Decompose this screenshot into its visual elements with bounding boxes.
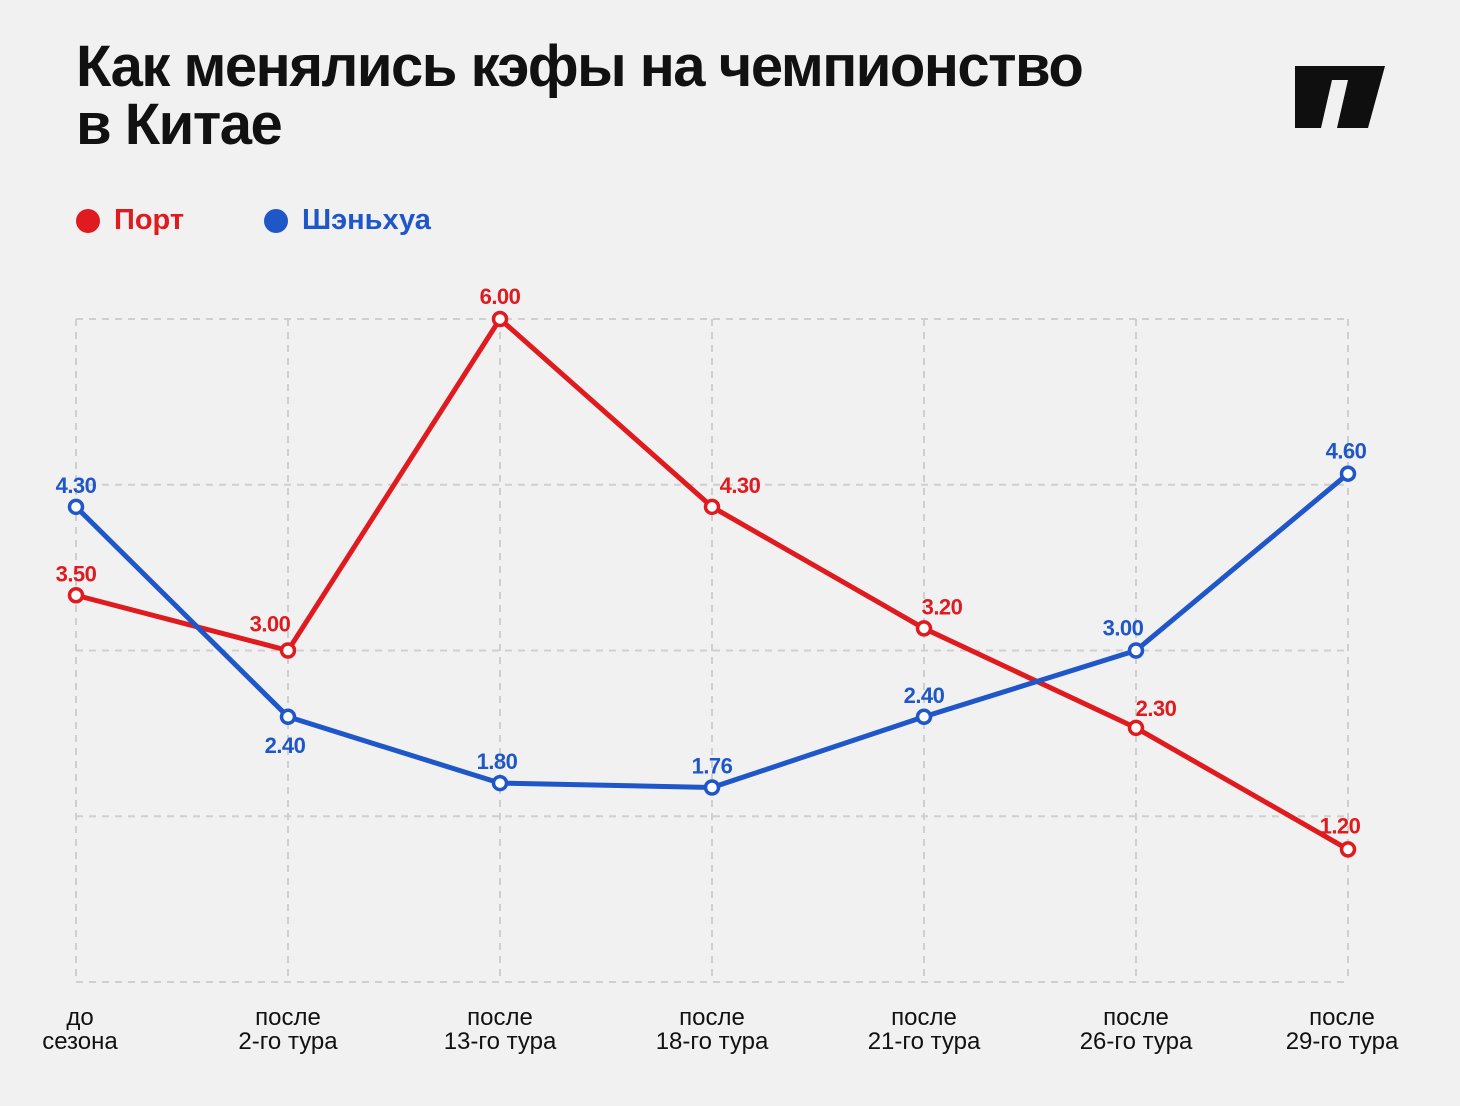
- legend-marker-port: [76, 208, 100, 233]
- legend-item-port: Порт: [76, 204, 264, 237]
- data-point-shenhua-6: [1339, 465, 1357, 482]
- chart-legend: Порт Шэньхуа: [76, 204, 431, 237]
- x-tick-label-2-1: 13-го тура: [444, 1028, 557, 1055]
- x-tick-label-5-0: после: [1103, 1004, 1169, 1031]
- x-tick-label-1-1: 2-го тура: [238, 1028, 338, 1055]
- data-label-port-0: 3.50: [56, 561, 97, 586]
- legend-label-shenhua: Шэньхуа: [302, 204, 431, 236]
- data-label-port-1: 3.00: [250, 612, 291, 637]
- data-label-shenhua-4: 2.40: [904, 683, 945, 708]
- data-label-shenhua-3: 1.76: [692, 754, 733, 779]
- x-tick-label-1-0: после: [255, 1004, 321, 1031]
- data-point-port-6: [1339, 841, 1357, 858]
- data-point-port-5: [1127, 719, 1145, 737]
- data-label-port-4: 3.20: [922, 594, 963, 619]
- x-tick-label-6-0: после: [1309, 1004, 1375, 1031]
- data-label-port-6: 1.20: [1320, 813, 1361, 838]
- data-label-shenhua-2: 1.80: [477, 749, 518, 774]
- x-tick-label-3-1: 18-го тура: [656, 1028, 769, 1055]
- data-point-shenhua-2: [491, 774, 509, 792]
- legend-marker-shenhua: [264, 208, 288, 233]
- x-tick-label-2-0: после: [467, 1004, 533, 1031]
- data-label-port-2: 6.00: [480, 284, 521, 309]
- legend-label-port: Порт: [114, 204, 185, 236]
- data-label-shenhua-1: 2.40: [265, 733, 306, 758]
- data-point-shenhua-4: [915, 708, 933, 726]
- data-point-port-1: [279, 642, 297, 659]
- chart-title: Как менялись кэфы на чемпионство в Китае: [76, 34, 1084, 157]
- data-point-shenhua-5: [1127, 642, 1145, 659]
- data-label-port-3: 4.30: [720, 473, 761, 498]
- data-label-port-5: 2.30: [1136, 696, 1177, 721]
- brand-logo: [1295, 66, 1385, 128]
- x-tick-label-0-0: до: [66, 1004, 93, 1031]
- x-tick-label-5-1: 26-го тура: [1080, 1028, 1193, 1055]
- data-label-shenhua-0: 4.30: [56, 473, 97, 498]
- data-label-shenhua-6: 4.60: [1326, 439, 1367, 464]
- data-point-port-0: [67, 587, 85, 604]
- data-point-port-3: [703, 498, 721, 516]
- data-label-shenhua-5: 3.00: [1103, 616, 1144, 641]
- legend-item-shenhua: Шэньхуа: [264, 204, 431, 237]
- chart-title-line-1: Как менялись кэфы на чемпионство: [76, 34, 1084, 99]
- data-point-port-4: [915, 620, 933, 637]
- data-point-shenhua-3: [703, 779, 721, 796]
- x-tick-label-4-1: 21-го тура: [868, 1028, 981, 1055]
- data-point-shenhua-1: [279, 708, 297, 726]
- x-tick-label-3-0: после: [679, 1004, 745, 1031]
- chart-title-line-2: в Китае: [76, 92, 283, 157]
- x-tick-label-0-1: сезона: [42, 1028, 118, 1055]
- data-point-port-2: [491, 310, 509, 328]
- x-tick-label-4-0: после: [891, 1004, 957, 1031]
- data-point-shenhua-0: [67, 498, 85, 516]
- x-tick-label-6-1: 29-го тура: [1286, 1028, 1399, 1055]
